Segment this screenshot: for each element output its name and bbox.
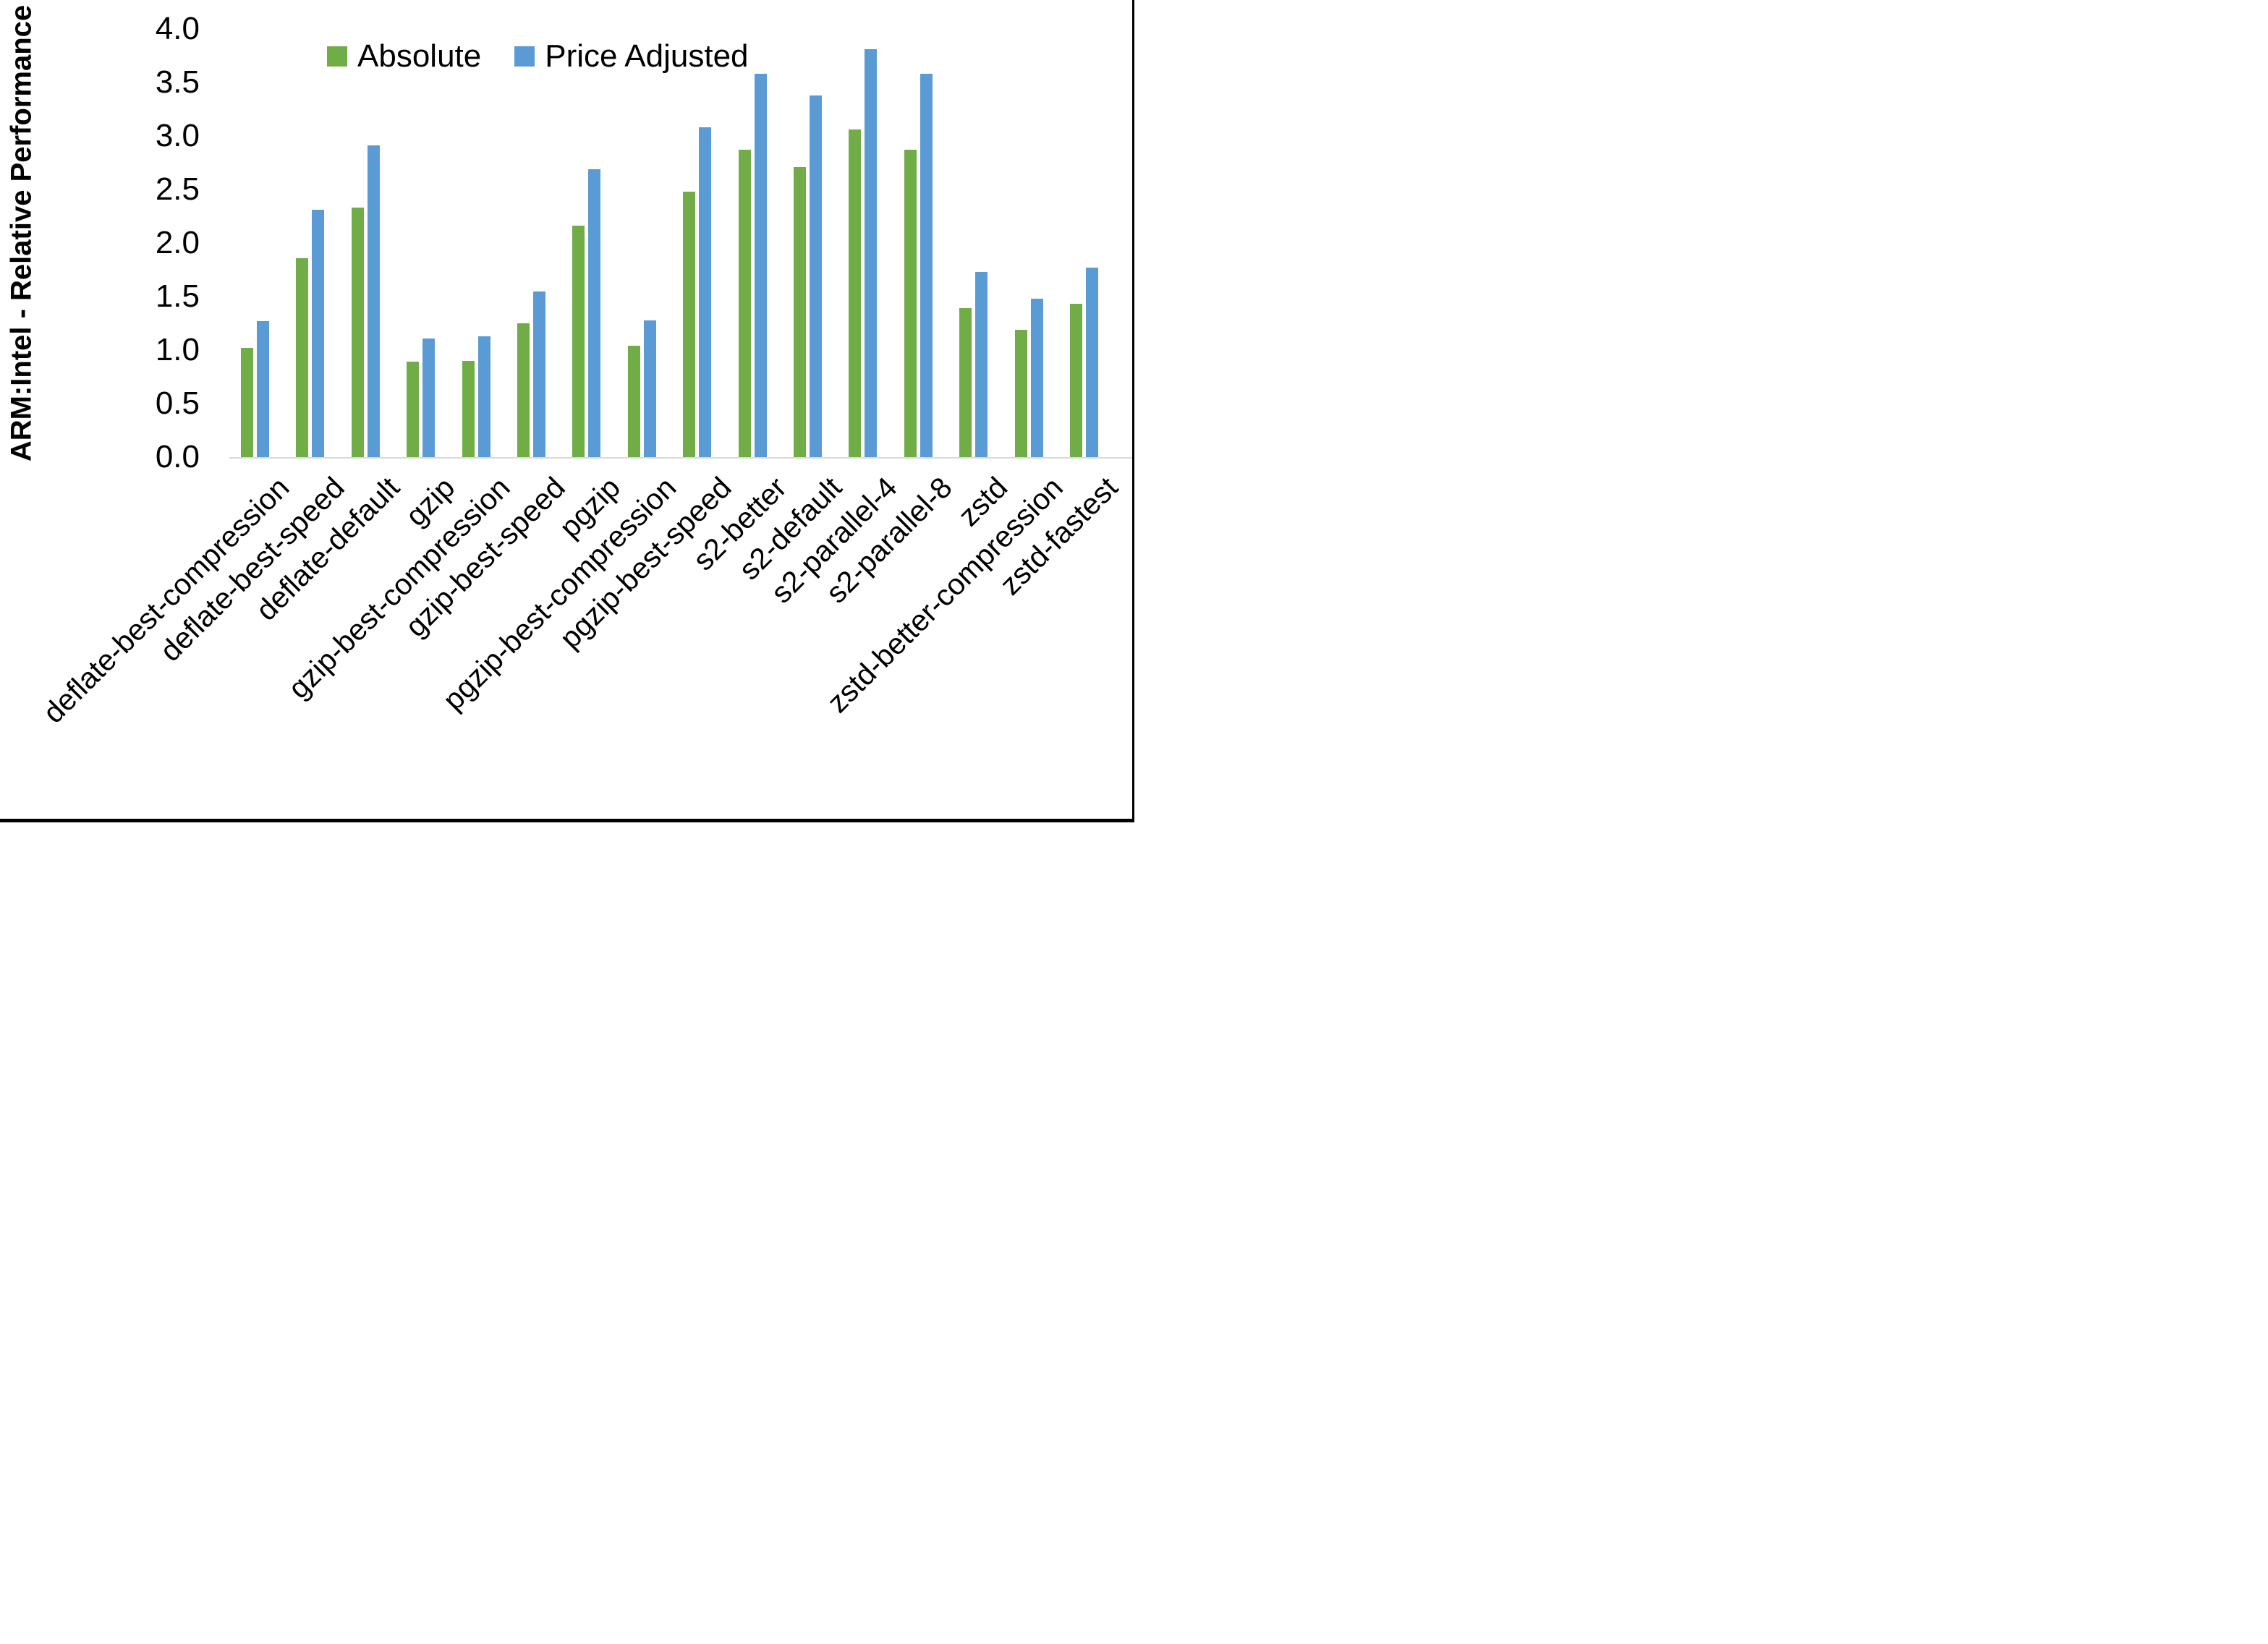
bar-absolute-deflate-best-speed	[296, 257, 309, 457]
bar-price-adjusted-deflate-best-compression	[257, 321, 269, 457]
bar-absolute-s2-parallel-4	[849, 129, 862, 457]
image-bottom-border	[0, 819, 1134, 822]
y-tick-label-0.5: 0.5	[155, 386, 200, 421]
bar-absolute-gzip-best-compression	[462, 360, 475, 457]
image-right-border	[1132, 0, 1134, 822]
bar-absolute-zstd-fastest	[1070, 304, 1082, 457]
y-tick-label-2.0: 2.0	[155, 225, 200, 260]
y-tick-label-1.5: 1.5	[155, 278, 200, 314]
bar-price-adjusted-pgzip-best-speed	[699, 127, 712, 457]
bar-price-adjusted-pgzip	[588, 169, 601, 457]
y-tick-label-3.5: 3.5	[155, 64, 200, 100]
plot-area: 0.0 0.5 1.0 1.5 2.0 2.5 3.0 3.5 4.0 deflate-best-…	[0, 0, 1134, 822]
bar-absolute-pgzip	[572, 226, 585, 457]
bar-price-adjusted-gzip-best-compression	[477, 336, 490, 457]
bar-absolute-deflate-best-compression	[241, 348, 253, 457]
bar-absolute-pgzip-best-speed	[683, 191, 696, 457]
y-tick-label-2.5: 2.5	[155, 171, 200, 207]
x-axis-baseline	[229, 457, 1133, 459]
bar-absolute-deflate-default	[351, 208, 364, 457]
bar-price-adjusted-zstd-better-compression	[1030, 298, 1043, 457]
bar-price-adjusted-deflate-default	[367, 145, 380, 457]
y-tick-label-4.0: 4.0	[155, 11, 200, 46]
bar-price-adjusted-s2-better	[754, 74, 767, 457]
bar-price-adjusted-s2-parallel-4	[865, 49, 878, 457]
legend-swatch-price-adjusted	[514, 46, 535, 67]
bar-price-adjusted-zstd-fastest	[1086, 268, 1098, 457]
bar-price-adjusted-pgzip-best-compression	[643, 320, 656, 457]
bar-absolute-s2-default	[794, 166, 806, 457]
bar-absolute-zstd	[959, 308, 972, 457]
y-tick-label-0.0: 0.0	[155, 439, 200, 474]
legend: Absolute Price Adjusted	[327, 41, 782, 72]
y-tick-label-1.0: 1.0	[155, 332, 200, 367]
bar-absolute-pgzip-best-compression	[627, 346, 640, 457]
bar-absolute-gzip-best-speed	[517, 323, 530, 457]
bar-price-adjusted-gzip-best-speed	[533, 291, 545, 457]
bar-price-adjusted-gzip	[422, 338, 436, 457]
bar-price-adjusted-zstd	[975, 271, 988, 457]
bar-price-adjusted-deflate-best-speed	[312, 210, 325, 457]
bar-price-adjusted-s2-parallel-8	[919, 74, 933, 457]
y-tick-label-3.0: 3.0	[155, 118, 200, 153]
bar-absolute-s2-better	[738, 150, 751, 457]
chart-image: ARM:Intel - Relative Performance Absolut…	[0, 0, 1134, 822]
bar-absolute-gzip	[407, 362, 420, 457]
legend-label-absolute: Absolute	[357, 38, 482, 74]
bar-absolute-zstd-better-compression	[1014, 329, 1027, 457]
legend-label-price-adjusted: Price Adjusted	[545, 38, 749, 74]
bar-price-adjusted-s2-default	[810, 95, 822, 457]
bar-absolute-s2-parallel-8	[904, 150, 917, 457]
legend-swatch-absolute	[327, 46, 347, 67]
